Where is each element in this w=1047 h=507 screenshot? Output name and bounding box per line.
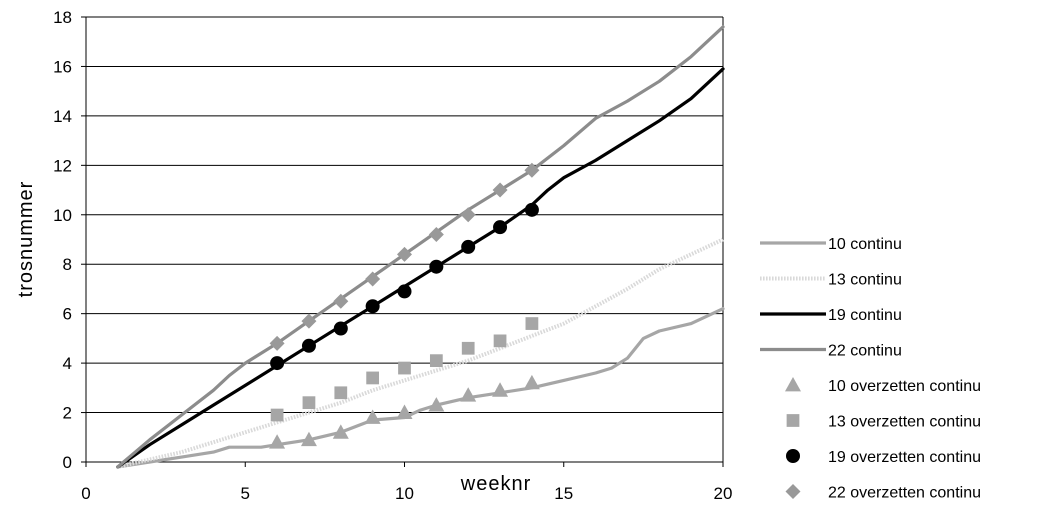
- legend-label-13-overzetten-continu: 13 overzetten continu: [828, 414, 981, 431]
- legend-label-10-overzetten-continu: 10 overzetten continu: [828, 378, 981, 395]
- tick-label-y-6: 6: [63, 305, 72, 324]
- tick-label-x-5: 5: [241, 484, 250, 503]
- point-19-overzetten-continu-3: [365, 299, 380, 314]
- point-13-overzetten-continu-8: [525, 317, 539, 330]
- point-10-overzetten-continu-0: [269, 434, 286, 449]
- tick-label-y-4: 4: [63, 354, 72, 373]
- point-22-overzetten-continu-6: [460, 207, 476, 223]
- point-22-overzetten-continu-3: [365, 271, 381, 287]
- y-axis-title: trosnummer: [15, 181, 37, 298]
- legend-label-13-continu: 13 continu: [828, 272, 902, 289]
- tick-label-y-0: 0: [63, 453, 72, 472]
- point-10-overzetten-continu-3: [364, 409, 381, 424]
- point-22-overzetten-continu-1: [301, 313, 317, 329]
- legend-label-19-continu: 19 continu: [828, 307, 902, 324]
- point-13-overzetten-continu-4: [398, 361, 411, 375]
- tick-label-y-8: 8: [63, 255, 72, 274]
- legend-swatch-22-overzetten-continu: [785, 484, 801, 499]
- point-13-overzetten-continu-0: [270, 408, 284, 422]
- point-19-overzetten-continu-7: [493, 220, 508, 235]
- tick-label-y-2: 2: [63, 404, 72, 423]
- point-22-overzetten-continu-4: [397, 246, 412, 262]
- x-axis-title: weeknr: [460, 473, 531, 495]
- point-13-overzetten-continu-1: [302, 396, 316, 410]
- point-10-overzetten-continu-2: [332, 424, 349, 439]
- series-line-10-continu: [116, 307, 725, 469]
- legend-label-19-overzetten-continu: 19 overzetten continu: [828, 449, 981, 466]
- point-22-overzetten-continu-2: [333, 293, 349, 309]
- tick-label-x-15: 15: [554, 484, 573, 503]
- point-10-overzetten-continu-6: [460, 387, 477, 402]
- point-19-overzetten-continu-4: [397, 284, 412, 299]
- point-13-overzetten-continu-7: [493, 334, 507, 348]
- point-13-overzetten-continu-5: [429, 354, 443, 368]
- legend-swatch-10-overzetten-continu: [785, 377, 801, 392]
- tick-label-y-12: 12: [53, 156, 72, 175]
- legend-label-10-continu: 10 continu: [828, 236, 902, 253]
- series-line-13-continu: [117, 237, 724, 469]
- series-line-19-continu: [116, 67, 725, 469]
- plot-area: [116, 25, 725, 469]
- point-22-overzetten-continu-0: [269, 335, 285, 351]
- point-19-overzetten-continu-2: [333, 321, 348, 336]
- point-22-overzetten-continu-5: [428, 227, 444, 243]
- point-13-overzetten-continu-3: [366, 371, 380, 385]
- series-line-22-continu: [116, 25, 725, 469]
- tick-label-x-20: 20: [714, 484, 733, 503]
- point-19-overzetten-continu-6: [461, 239, 476, 254]
- point-10-overzetten-continu-7: [492, 382, 509, 397]
- tick-label-y-16: 16: [53, 57, 72, 76]
- point-13-overzetten-continu-2: [334, 386, 348, 400]
- legend-swatch-13-overzetten-continu: [786, 414, 800, 427]
- legend-label-22-overzetten-continu: 22 overzetten continu: [828, 485, 981, 502]
- point-19-overzetten-continu-1: [301, 338, 316, 353]
- point-10-overzetten-continu-8: [523, 374, 540, 390]
- point-22-overzetten-continu-7: [492, 182, 508, 198]
- legend-swatch-19-overzetten-continu: [786, 449, 800, 463]
- axes: [81, 16, 724, 467]
- tick-label-y-18: 18: [53, 8, 72, 27]
- legend-label-22-continu: 22 continu: [828, 343, 902, 360]
- point-19-overzetten-continu-8: [524, 202, 539, 217]
- tick-label-y-14: 14: [53, 107, 72, 126]
- point-10-overzetten-continu-5: [428, 397, 445, 412]
- tick-label-y-10: 10: [53, 206, 72, 225]
- point-19-overzetten-continu-5: [429, 259, 444, 274]
- point-19-overzetten-continu-0: [270, 356, 285, 371]
- point-10-overzetten-continu-1: [300, 431, 317, 447]
- tick-label-x-0: 0: [81, 484, 90, 503]
- point-10-overzetten-continu-4: [396, 404, 413, 419]
- point-22-overzetten-continu-8: [524, 162, 540, 178]
- point-13-overzetten-continu-6: [461, 341, 475, 355]
- tick-labels: 0 2 4 6 8 10 12 14 16 18 0 5 10 15 20: [53, 8, 732, 503]
- legend: 10 continu 13 continu 19 continu 22 continu…: [760, 236, 981, 502]
- tick-label-x-10: 10: [395, 484, 414, 503]
- gridlines: [86, 16, 723, 414]
